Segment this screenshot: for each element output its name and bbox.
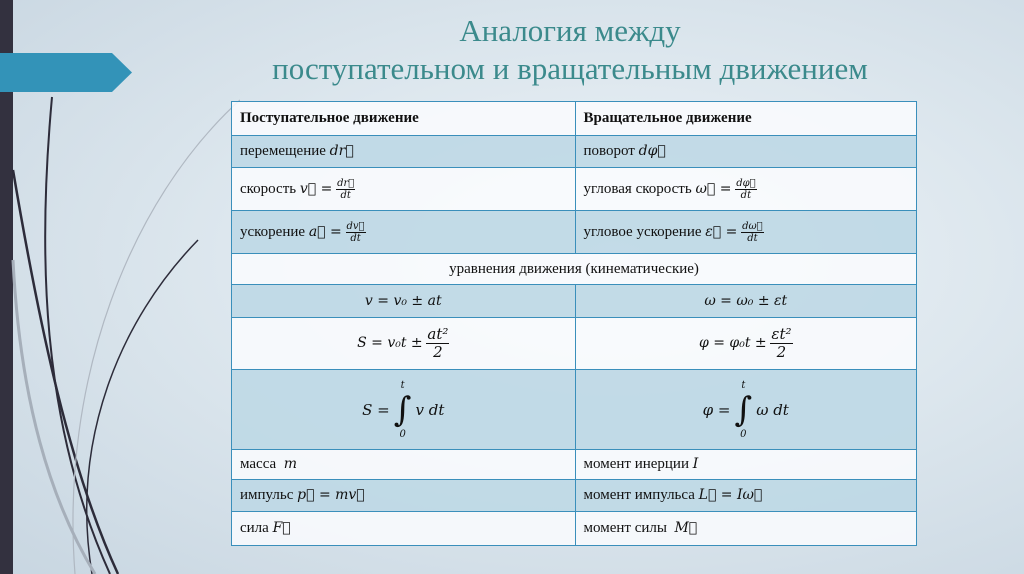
header-rotational: Вращательное движение	[574, 101, 917, 136]
fraction: dr⃗ dt	[336, 177, 356, 201]
integral-formula: φ = t ∫ 0 ω dt	[702, 379, 789, 440]
formula: dφ⃗	[638, 143, 666, 159]
integral-sign: t ∫ 0	[734, 379, 753, 440]
table-row: S = t ∫ 0 v dt φ = t ∫ 0 ω dt	[231, 369, 917, 450]
cell-label: сила	[240, 520, 269, 536]
analogy-table: Поступательное движение Вращательное дви…	[231, 101, 917, 546]
formula: m	[283, 456, 297, 472]
table-header: Поступательное движение Вращательное дви…	[231, 101, 917, 136]
title-line-1: Аналогия между	[459, 13, 681, 48]
decorative-curves	[11, 96, 240, 574]
cell-label: масса	[240, 456, 277, 472]
table-row: масса m момент инерции I	[231, 449, 917, 480]
cell-label: угловая скорость	[583, 180, 692, 197]
cell-label: угловое ускорение	[583, 223, 702, 240]
formula: M⃗	[674, 520, 698, 536]
cell-label: поворот	[583, 143, 635, 159]
cell-label: ускорение	[240, 223, 306, 240]
formula: φ = φ₀t ±	[699, 334, 767, 351]
integral-formula: S = t ∫ 0 v dt	[362, 379, 445, 440]
cell-label: момент импульса	[583, 487, 695, 503]
formula: F⃗	[272, 520, 291, 536]
formula: ω⃗ =	[695, 180, 732, 197]
formula: a⃗ =	[308, 223, 342, 240]
fraction: dφ⃗ dt	[735, 177, 757, 201]
table-row: сила F⃗ момент силы M⃗	[231, 511, 917, 546]
formula: v = v₀ ± at	[364, 292, 442, 309]
formula: L⃗ = Iω⃗	[698, 487, 763, 503]
cell-label: скорость	[240, 180, 297, 197]
formula: p⃗ = mv⃗	[297, 487, 365, 503]
formula: S = v₀t ±	[357, 334, 423, 351]
header-translational: Поступательное движение	[231, 101, 576, 136]
table-row: v = v₀ ± at ω = ω₀ ± εt	[231, 284, 917, 318]
arrow-tab	[0, 53, 132, 92]
fraction: εt² 2	[770, 325, 793, 361]
table-row: S = v₀t ± at² 2 φ = φ₀t ± εt² 2	[231, 317, 917, 370]
table-row: импульс p⃗ = mv⃗ момент импульса L⃗ = Iω…	[231, 479, 917, 512]
cell-label: перемещение	[240, 143, 326, 159]
fraction: dv⃗ dt	[345, 220, 366, 244]
table-row: скорость v⃗ = dr⃗ dt угловая скорость ω⃗ …	[231, 167, 917, 211]
title-line-2: поступательном и вращательным движением	[272, 51, 868, 86]
integral-sign: t ∫ 0	[393, 379, 412, 440]
fraction: dω⃗ dt	[741, 220, 764, 244]
formula: dr⃗	[329, 143, 354, 159]
fraction: at² 2	[426, 325, 450, 361]
sidebar-strip	[0, 0, 13, 574]
formula: v⃗ =	[299, 180, 333, 197]
table-row: перемещение dr⃗ поворот dφ⃗	[231, 135, 917, 168]
section-label: уравнения движения (кинематические)	[231, 253, 917, 285]
cell-label: момент силы	[583, 520, 667, 536]
cell-label: момент инерции	[583, 456, 689, 472]
formula: ε⃗ =	[705, 223, 738, 240]
formula: I	[692, 456, 699, 472]
slide-title: Аналогия между поступательном и вращател…	[180, 12, 960, 88]
cell-label: импульс	[240, 487, 294, 503]
table-row: ускорение a⃗ = dv⃗ dt угловое ускорение ε…	[231, 210, 917, 254]
formula: ω = ω₀ ± εt	[704, 292, 788, 309]
section-row: уравнения движения (кинематические)	[231, 253, 917, 285]
